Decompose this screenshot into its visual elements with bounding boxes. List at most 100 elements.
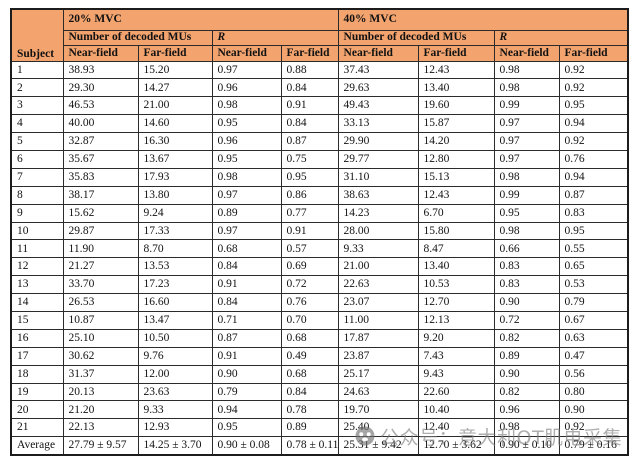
value-cell: 0.96	[211, 78, 282, 98]
value-cell: 27.79 ± 9.57	[62, 436, 139, 456]
table-row: 12 21.27 13.53 0.84 0.69 21.00 13.40 0.83 0.65	[10, 257, 629, 277]
header-decoded-mus-20: Number of decoded MUs	[62, 29, 213, 46]
subject-cell: 14	[10, 293, 64, 312]
value-cell: 12.70 ± 3.62	[417, 436, 495, 456]
subject-cell: 20	[10, 400, 64, 420]
value-cell: 0.88	[280, 60, 339, 80]
value-cell: 11.90	[62, 239, 139, 259]
table-row: 13 33.70 17.23 0.91 0.72 22.63 10.53 0.83 0.53	[10, 275, 629, 295]
value-cell: 0.87	[558, 185, 629, 205]
value-cell: 0.91	[280, 96, 339, 116]
value-cell: 0.89	[493, 346, 560, 366]
value-cell: 23.07	[337, 293, 419, 312]
value-cell: 14.23	[337, 203, 419, 223]
value-cell: 25.17	[337, 364, 419, 384]
value-cell: 0.65	[558, 257, 629, 277]
value-cell: 13.53	[137, 257, 213, 277]
value-cell: 0.78	[280, 400, 339, 420]
value-cell: 14.60	[137, 114, 213, 134]
value-cell: 7.43	[417, 346, 495, 366]
value-cell: 12.13	[417, 310, 495, 330]
value-cell: 0.66	[493, 239, 560, 259]
value-cell: 0.84	[211, 293, 282, 312]
value-cell: 0.91	[211, 275, 282, 295]
value-cell: 0.90	[558, 400, 629, 420]
value-cell: 16.30	[137, 132, 213, 151]
value-cell: 24.63	[337, 382, 419, 402]
value-cell: 0.92	[558, 132, 629, 151]
table-row: 3 46.53 21.00 0.98 0.91 49.43 19.60 0.99 0.95	[10, 96, 629, 116]
table-row: 16 25.10 10.50 0.87 0.68 17.87 9.20 0.82 0.63	[10, 328, 629, 348]
value-cell: 11.00	[337, 310, 419, 330]
header-near-field: Near-field	[337, 44, 419, 62]
value-cell: 0.98	[211, 96, 282, 116]
value-cell: 19.70	[337, 400, 419, 420]
table-row: Average 27.79 ± 9.57 14.25 ± 3.70 0.90 ± 0.…	[10, 436, 629, 456]
subject-cell: 13	[10, 275, 64, 295]
subject-cell: 8	[10, 185, 64, 205]
value-cell: 6.70	[417, 203, 495, 223]
header-group-40mvc: 40% MVC	[337, 8, 629, 31]
value-cell: 0.83	[493, 257, 560, 277]
value-cell: 0.97	[493, 114, 560, 134]
value-cell: 14.20	[417, 132, 495, 151]
value-cell: 0.68	[211, 239, 282, 259]
value-cell: 9.43	[417, 364, 495, 384]
value-cell: 0.95	[558, 221, 629, 241]
table-row: 15 10.87 13.47 0.71 0.70 11.00 12.13 0.72 0.67	[10, 310, 629, 330]
value-cell: 0.72	[493, 310, 560, 330]
value-cell: 0.49	[280, 346, 339, 366]
value-cell: 31.37	[62, 364, 139, 384]
value-cell: 15.62	[62, 203, 139, 223]
table-body: 1 38.93 15.20 0.97 0.88 37.43 12.43 0.98 0.92 2 29…	[10, 60, 629, 456]
value-cell: 29.63	[337, 78, 419, 98]
table-row: 17 30.62 9.76 0.91 0.49 23.87 7.43 0.89 0.47	[10, 346, 629, 366]
value-cell: 0.84	[280, 78, 339, 98]
value-cell: 12.43	[417, 185, 495, 205]
value-cell: 22.60	[417, 382, 495, 402]
value-cell: 0.84	[211, 257, 282, 277]
value-cell: 0.92	[558, 60, 629, 80]
value-cell: 21.00	[137, 96, 213, 116]
value-cell: 0.67	[558, 310, 629, 330]
value-cell: 0.71	[211, 310, 282, 330]
subject-cell: 2	[10, 78, 64, 98]
value-cell: 38.17	[62, 185, 139, 205]
value-cell: 10.50	[137, 328, 213, 348]
value-cell: 33.13	[337, 114, 419, 134]
value-cell: 0.95	[280, 167, 339, 187]
value-cell: 12.43	[417, 60, 495, 80]
value-cell: 0.68	[280, 364, 339, 384]
value-cell: 0.53	[558, 275, 629, 295]
value-cell: 0.83	[493, 275, 560, 295]
header-far-field: Far-field	[417, 44, 495, 62]
value-cell: 0.86	[280, 185, 339, 205]
value-cell: 0.87	[280, 132, 339, 151]
table-row: 5 32.87 16.30 0.96 0.87 29.90 14.20 0.97 0.92	[10, 132, 629, 151]
value-cell: 10.53	[417, 275, 495, 295]
value-cell: 0.82	[493, 328, 560, 348]
value-cell: 15.20	[137, 60, 213, 80]
value-cell: 16.60	[137, 293, 213, 312]
value-cell: 9.20	[417, 328, 495, 348]
value-cell: 0.69	[280, 257, 339, 277]
value-cell: 0.98	[211, 167, 282, 187]
table-row: 8 38.17 13.80 0.97 0.86 38.63 12.43 0.99 0.87	[10, 185, 629, 205]
value-cell: 0.95	[493, 203, 560, 223]
value-cell: 49.43	[337, 96, 419, 116]
value-cell: 32.87	[62, 132, 139, 151]
subject-cell: 4	[10, 114, 64, 134]
table-row: 7 35.83 17.93 0.98 0.95 31.10 15.13 0.98 0.94	[10, 167, 629, 187]
subject-cell: Average	[10, 436, 64, 456]
table-row: 10 29.87 17.33 0.97 0.91 28.00 15.80 0.98 0.95	[10, 221, 629, 241]
value-cell: 0.95	[211, 114, 282, 134]
header-r-40: R	[493, 29, 629, 46]
value-cell: 0.98	[493, 60, 560, 80]
value-cell: 26.53	[62, 293, 139, 312]
value-cell: 29.77	[337, 149, 419, 169]
subject-cell: 18	[10, 364, 64, 384]
value-cell: 0.84	[280, 382, 339, 402]
value-cell: 0.83	[558, 203, 629, 223]
value-cell: 0.90 ± 0.08	[211, 436, 282, 456]
table-row: 20 21.20 9.33 0.94 0.78 19.70 10.40 0.96 0.90	[10, 400, 629, 420]
